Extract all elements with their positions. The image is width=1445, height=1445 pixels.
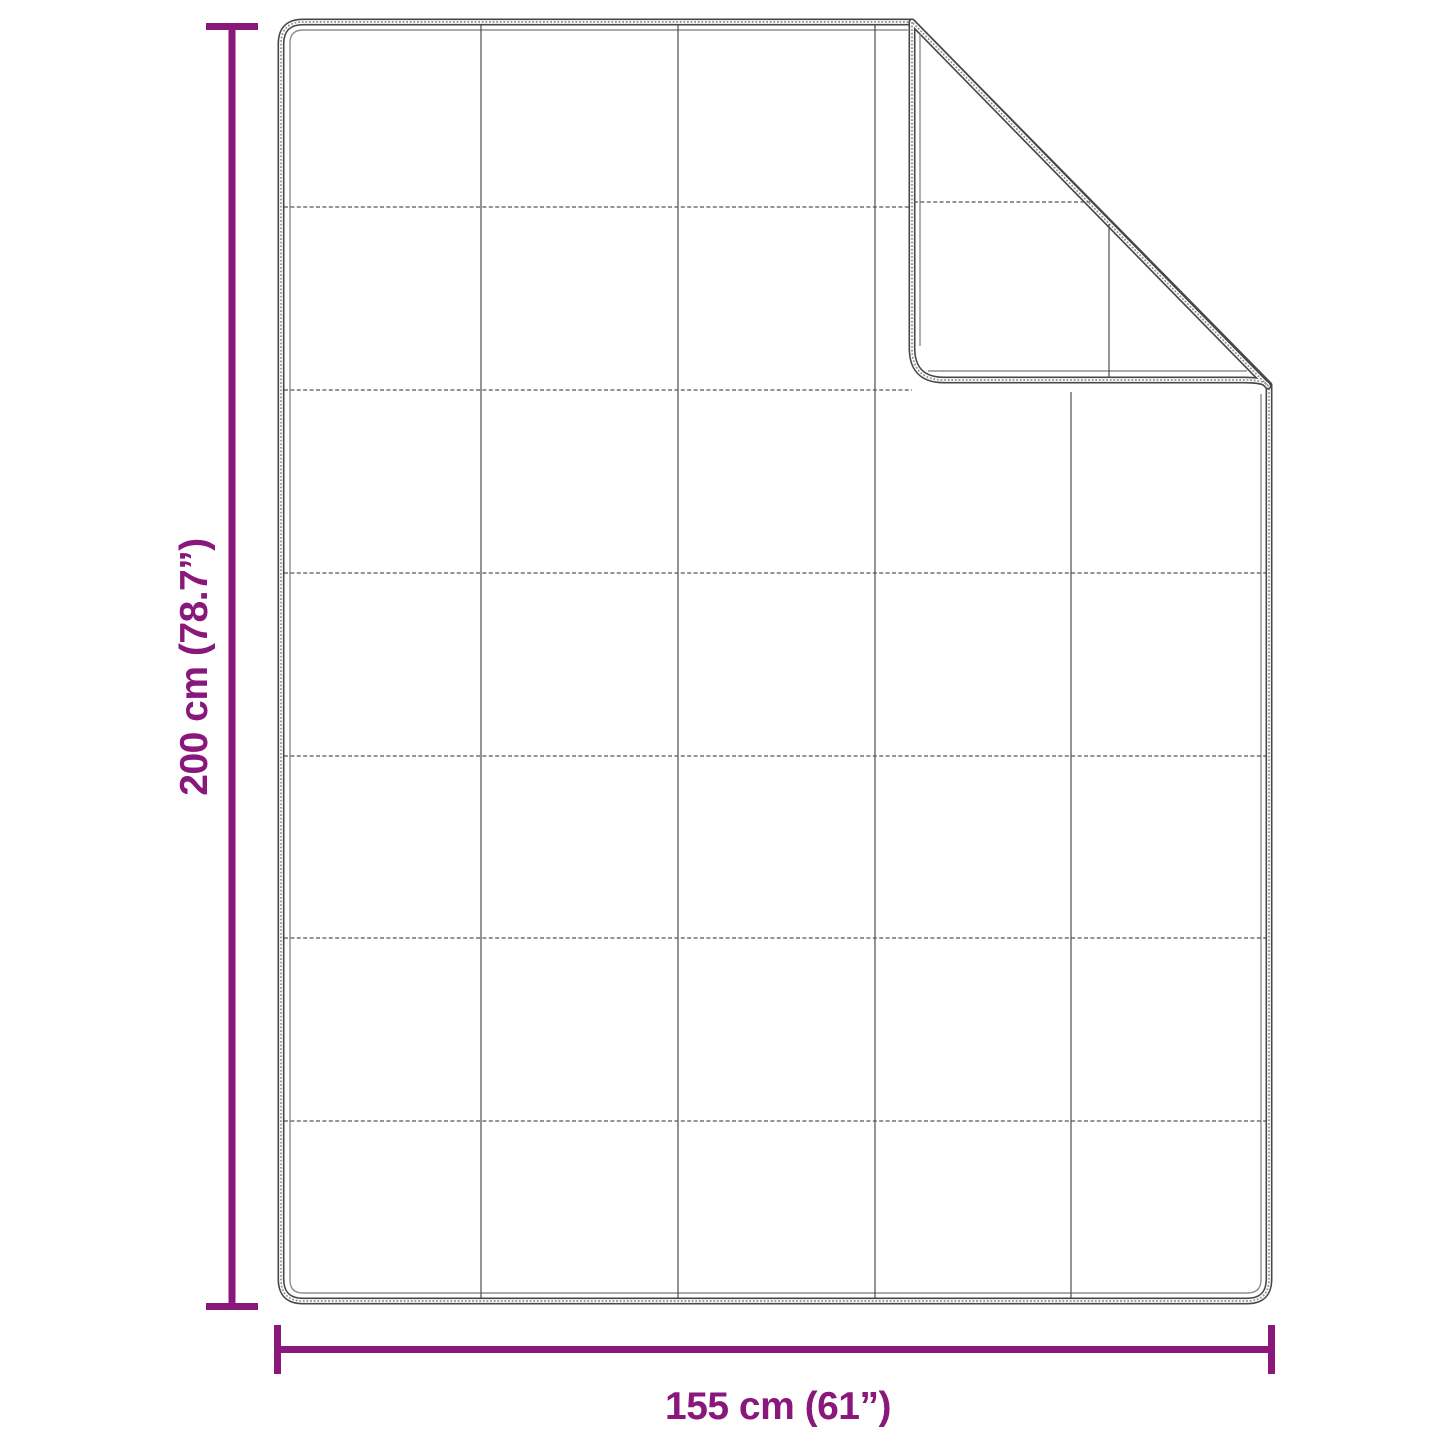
height-dimension-label: 200 cm (78.7”) <box>173 538 216 796</box>
quilt-grid <box>284 25 1266 1298</box>
width-dimension-label: 155 cm (61”) <box>665 1385 891 1428</box>
width-dimension: 155 cm (61”) <box>274 1325 1275 1428</box>
height-dimension: 200 cm (78.7”) <box>173 23 258 1310</box>
blanket-body <box>281 22 1269 1301</box>
folded-corner-flap <box>912 22 1268 386</box>
blanket-inner-stitch <box>289 29 1262 1294</box>
